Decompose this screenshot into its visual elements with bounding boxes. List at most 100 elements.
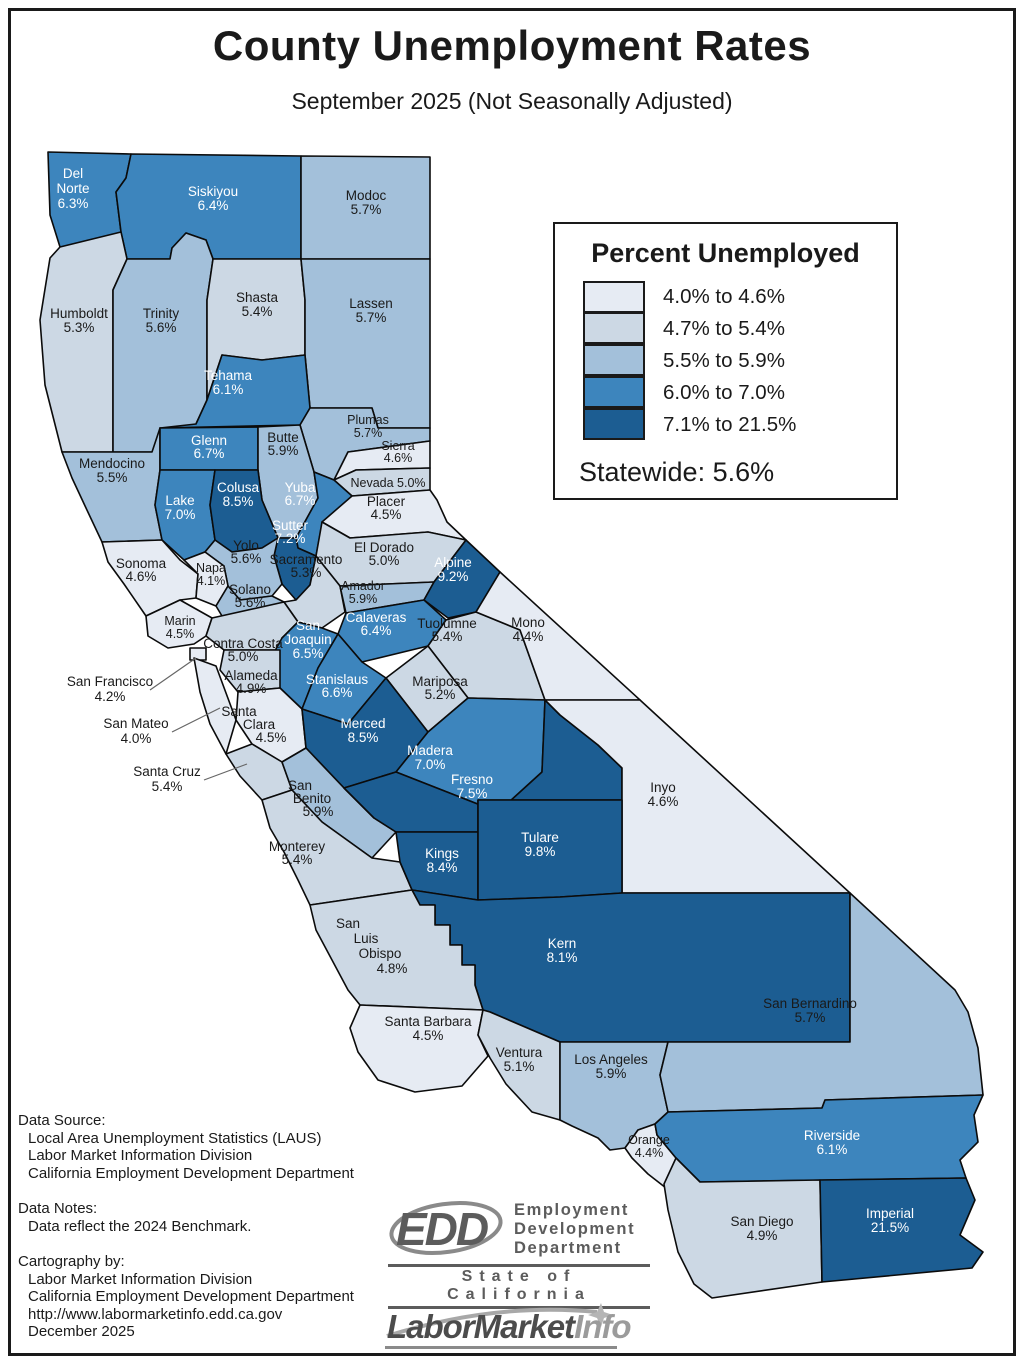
footer-line: December 2025 [28, 1323, 135, 1340]
county-label-madera: Madera 7.0% [407, 743, 453, 772]
county-label-ventura: Ventura 5.1% [496, 1045, 543, 1074]
county-label-butte: Butte 5.9% [267, 430, 299, 458]
footer-line: Labor Market Information Division [28, 1147, 253, 1164]
footer-notes: Data Source: Local Area Unemployment Stat… [18, 1112, 398, 1359]
county-label-sonoma: Sonoma 4.6% [116, 556, 167, 584]
county-label-tuolumne: Tuolumne 5.4% [417, 616, 477, 644]
footer-section-2: Cartography by: Labor Market Information … [18, 1253, 398, 1341]
county-label-fresno: Fresno 7.5% [451, 772, 493, 801]
county-label-santa-cruz: Santa Cruz 5.4% [133, 764, 201, 794]
county-label-inyo: Inyo 4.6% [648, 780, 679, 809]
county-label-los-angeles: Los Angeles 5.9% [574, 1052, 648, 1081]
lmi-swoosh-icon [386, 1303, 613, 1338]
county-label-san-joaquin: San Joaquin 6.5% [284, 618, 331, 661]
county-label-san-francisco: San Francisco 4.2% [67, 674, 153, 704]
edd-swoosh-icon [389, 1201, 503, 1255]
county-label-monterey: Monterey 5.4% [269, 839, 326, 867]
edd-dept-line: Employment [514, 1200, 630, 1219]
footer-line: California Employment Development Depart… [28, 1288, 354, 1305]
county-label-alameda: Alameda 4.9% [224, 668, 278, 696]
county-label-santa-clara: Santa Clara 4.5% [221, 704, 286, 745]
county-label-imperial: Imperial 21.5% [866, 1206, 914, 1235]
county-label-yuba: Yuba 6.7% [285, 480, 316, 508]
lmi-text-main: LaborMarket [387, 1308, 575, 1345]
page-title: County Unemployment Rates [212, 22, 812, 69]
county-label-san-benito: San Benito 5.9% [288, 778, 333, 819]
county-label-mendocino: Mendocino 5.5% [79, 456, 145, 485]
edd-dept-line: Department [514, 1238, 622, 1257]
footer-line: Labor Market Information Division [28, 1270, 253, 1288]
map-frame-border [8, 8, 1016, 1356]
county-marin [145, 599, 213, 649]
legend-swatch-icon [583, 408, 645, 440]
legend-swatch-icon [583, 344, 645, 376]
legend-swatch-icon [583, 312, 645, 344]
lmi-text-accent: Info [574, 1308, 631, 1345]
county-label-sierra: Sierra 4.6% [381, 439, 414, 465]
county-imperial [819, 1177, 984, 1283]
lmi-underline [385, 1346, 617, 1349]
legend-row-0: 4.0% to 4.6% [583, 281, 896, 313]
edd-department-lines: Employment Development Department [506, 1201, 635, 1258]
footer-heading: Data Notes: [18, 1200, 98, 1217]
county-label-trinity: Trinity 5.6% [143, 306, 179, 335]
county-riverside [654, 1094, 984, 1183]
footer-line: Data reflect the 2024 Benchmark. [28, 1217, 252, 1235]
edd-logo: EDD Employment Development Department Stat… [388, 1196, 650, 1309]
county-label-placer: Placer 4.5% [367, 494, 406, 522]
county-label-yolo: Yolo 5.6% [231, 538, 262, 566]
county-label-kern: Kern 8.1% [547, 936, 578, 965]
leader-line-san-francisco [149, 657, 197, 691]
county-label-marin: Marin 4.5% [164, 614, 195, 641]
legend-swatch-icon [583, 281, 645, 313]
footer-section-1: Data Notes: Data reflect the 2024 Benchma… [18, 1200, 398, 1235]
legend-band-label: 4.0% to 4.6% [663, 285, 785, 308]
edd-acronym: EDD [396, 1203, 489, 1255]
legend-band-label: 5.5% to 5.9% [663, 349, 785, 372]
edd-ellipse-mark: EDD [388, 1196, 506, 1262]
county-label-lassen: Lassen 5.7% [349, 296, 393, 325]
county-label-plumas: Plumas 5.7% [347, 413, 389, 440]
county-label-del-norte: Del Norte 6.3% [56, 166, 89, 211]
legend-row-1: 4.7% to 5.4% [583, 312, 896, 345]
legend-band-label: 6.0% to 7.0% [663, 381, 785, 404]
legend-title: Percent Unemployed [591, 238, 860, 268]
county-label-nevada: Nevada 5.0% [350, 476, 425, 490]
footer-line: Local Area Unemployment Statistics (LAUS… [28, 1129, 322, 1147]
county-label-merced: Merced 8.5% [340, 716, 385, 745]
legend-box: Percent Unemployed 4.0% to 4.6% 4.7% to 5… [553, 222, 898, 500]
county-label-humboldt: Humboldt 5.3% [50, 306, 108, 335]
legend-band-label: 7.1% to 21.5% [663, 413, 797, 436]
page-subtitle: September 2025 (Not Seasonally Adjusted) [291, 88, 733, 114]
county-lassen [300, 258, 431, 429]
legend-statewide-value: Statewide: 5.6% [579, 457, 775, 487]
legend-row-3: 6.0% to 7.0% [583, 376, 896, 409]
footer-line: http://www.labormarketinfo.edd.ca.gov [28, 1305, 283, 1323]
county-label-san-bernardino: San Bernardino 5.7% [763, 996, 857, 1025]
county-label-lake: Lake 7.0% [165, 493, 196, 522]
county-sonoma [101, 539, 199, 617]
legend-row-4: 7.1% to 21.5% [583, 408, 896, 441]
county-san-luis-obispo [309, 889, 484, 1011]
legend-swatches: 4.0% to 4.6% 4.7% to 5.4% 5.5% to 5.9% 6.0%… [583, 281, 896, 441]
county-label-glenn: Glenn 6.7% [191, 433, 227, 461]
county-label-napa: Napa 4.1% [196, 561, 226, 588]
county-label-san-mateo: San Mateo 4.0% [103, 716, 168, 746]
county-label-amador: Amador 5.9% [341, 579, 385, 606]
edd-tagline: State of California [388, 1264, 650, 1309]
county-san-diego [663, 1157, 823, 1299]
county-label-stanislaus: Stanislaus 6.6% [306, 672, 369, 700]
county-label-sutter: Sutter 7.2% [272, 518, 309, 546]
leader-line-santa-cruz [203, 763, 248, 781]
county-label-siskiyou: Siskiyou 6.4% [188, 184, 238, 213]
county-label-shasta: Shasta 5.4% [236, 290, 279, 319]
county-label-santa-barbara: Santa Barbara 4.5% [384, 1014, 472, 1043]
county-label-solano: Solano 5.6% [229, 582, 271, 610]
legend-row-2: 5.5% to 5.9% [583, 344, 896, 377]
leader-line-san-mateo [171, 707, 221, 733]
county-san-francisco [189, 647, 207, 661]
county-label-sacramento: Sacramento 5.3% [270, 552, 343, 580]
county-label-alpine: Alpine 9.2% [434, 555, 472, 584]
